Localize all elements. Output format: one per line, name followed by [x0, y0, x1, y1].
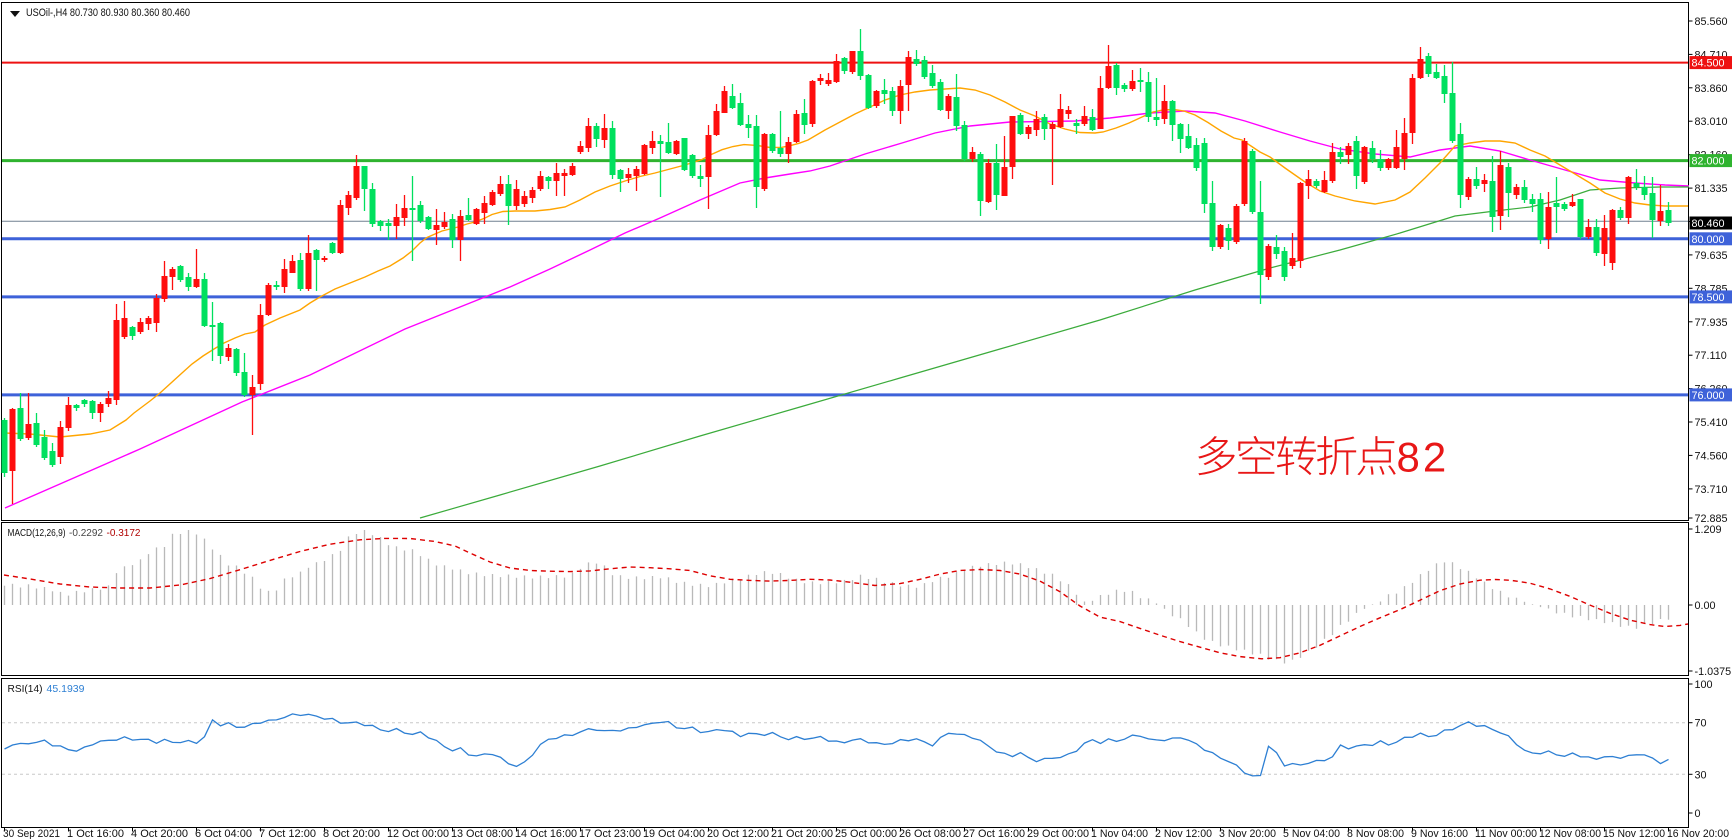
svg-text:-1.0375: -1.0375	[1695, 666, 1732, 678]
svg-text:8 Nov 08:00: 8 Nov 08:00	[1347, 828, 1404, 839]
svg-text:78.500: 78.500	[1692, 292, 1725, 304]
svg-text:13 Oct 08:00: 13 Oct 08:00	[451, 828, 513, 839]
svg-text:0.00: 0.00	[1695, 600, 1716, 612]
svg-text:16 Nov 20:00: 16 Nov 20:00	[1667, 828, 1729, 839]
svg-text:1 Nov 04:00: 1 Nov 04:00	[1091, 828, 1148, 839]
svg-text:RSI(14): RSI(14)	[8, 683, 43, 695]
svg-text:5 Nov 04:00: 5 Nov 04:00	[1283, 828, 1340, 839]
svg-text:12 Nov 08:00: 12 Nov 08:00	[1539, 828, 1601, 839]
svg-text:1.209: 1.209	[1695, 524, 1722, 536]
svg-text:3 Nov 20:00: 3 Nov 20:00	[1219, 828, 1276, 839]
svg-text:19 Oct 04:00: 19 Oct 04:00	[643, 828, 705, 839]
svg-text:45.1939: 45.1939	[47, 683, 85, 695]
svg-text:17 Oct 23:00: 17 Oct 23:00	[579, 828, 641, 839]
svg-text:79.635: 79.635	[1695, 250, 1728, 262]
svg-text:72.885: 72.885	[1695, 513, 1728, 525]
svg-text:77.935: 77.935	[1695, 317, 1728, 329]
svg-text:1 Oct 16:00: 1 Oct 16:00	[67, 828, 124, 839]
svg-text:83.010: 83.010	[1695, 116, 1728, 128]
svg-text:74.560: 74.560	[1695, 450, 1728, 462]
svg-text:80.460: 80.460	[1692, 218, 1725, 230]
svg-text:11 Nov 00:00: 11 Nov 00:00	[1475, 828, 1537, 839]
svg-text:70: 70	[1695, 718, 1707, 730]
svg-text:29 Oct 00:00: 29 Oct 00:00	[1027, 828, 1089, 839]
svg-text:26 Oct 08:00: 26 Oct 08:00	[899, 828, 961, 839]
svg-text:81.335: 81.335	[1695, 183, 1728, 195]
svg-text:9 Nov 16:00: 9 Nov 16:00	[1411, 828, 1468, 839]
svg-text:100: 100	[1695, 679, 1713, 691]
svg-text:2 Nov 12:00: 2 Nov 12:00	[1155, 828, 1212, 839]
svg-text:20 Oct 12:00: 20 Oct 12:00	[707, 828, 769, 839]
svg-text:0: 0	[1695, 808, 1701, 820]
svg-text:30 Sep 2021: 30 Sep 2021	[3, 828, 60, 839]
svg-text:15 Nov 12:00: 15 Nov 12:00	[1603, 828, 1665, 839]
svg-text:-0.2292: -0.2292	[69, 527, 103, 539]
svg-text:-0.3172: -0.3172	[107, 527, 141, 539]
svg-text:7 Oct 12:00: 7 Oct 12:00	[259, 828, 316, 839]
svg-text:85.560: 85.560	[1695, 16, 1728, 28]
svg-text:80.000: 80.000	[1692, 234, 1725, 246]
svg-text:83.860: 83.860	[1695, 83, 1728, 95]
svg-text:USOil-,H4 80.730 80.930 80.36: USOil-,H4 80.730 80.930 80.360 80.460	[26, 7, 190, 19]
svg-text:82.000: 82.000	[1692, 156, 1725, 168]
svg-text:8 Oct 20:00: 8 Oct 20:00	[323, 828, 380, 839]
svg-text:21 Oct 20:00: 21 Oct 20:00	[771, 828, 833, 839]
svg-text:77.110: 77.110	[1695, 350, 1727, 362]
svg-text:14 Oct 16:00: 14 Oct 16:00	[515, 828, 577, 839]
svg-text:27 Oct 16:00: 27 Oct 16:00	[963, 828, 1025, 839]
svg-text:4 Oct 20:00: 4 Oct 20:00	[131, 828, 188, 839]
svg-text:73.710: 73.710	[1695, 484, 1728, 496]
svg-text:MACD(12,26,9): MACD(12,26,9)	[8, 527, 66, 539]
svg-text:76.000: 76.000	[1692, 390, 1725, 402]
svg-text:82: 82	[1397, 434, 1450, 481]
svg-text:25 Oct 00:00: 25 Oct 00:00	[835, 828, 897, 839]
svg-text:75.410: 75.410	[1695, 417, 1728, 429]
svg-text:12 Oct 00:00: 12 Oct 00:00	[387, 828, 449, 839]
svg-text:30: 30	[1695, 769, 1707, 781]
svg-text:6 Oct 04:00: 6 Oct 04:00	[195, 828, 252, 839]
svg-text:84.500: 84.500	[1692, 58, 1725, 70]
